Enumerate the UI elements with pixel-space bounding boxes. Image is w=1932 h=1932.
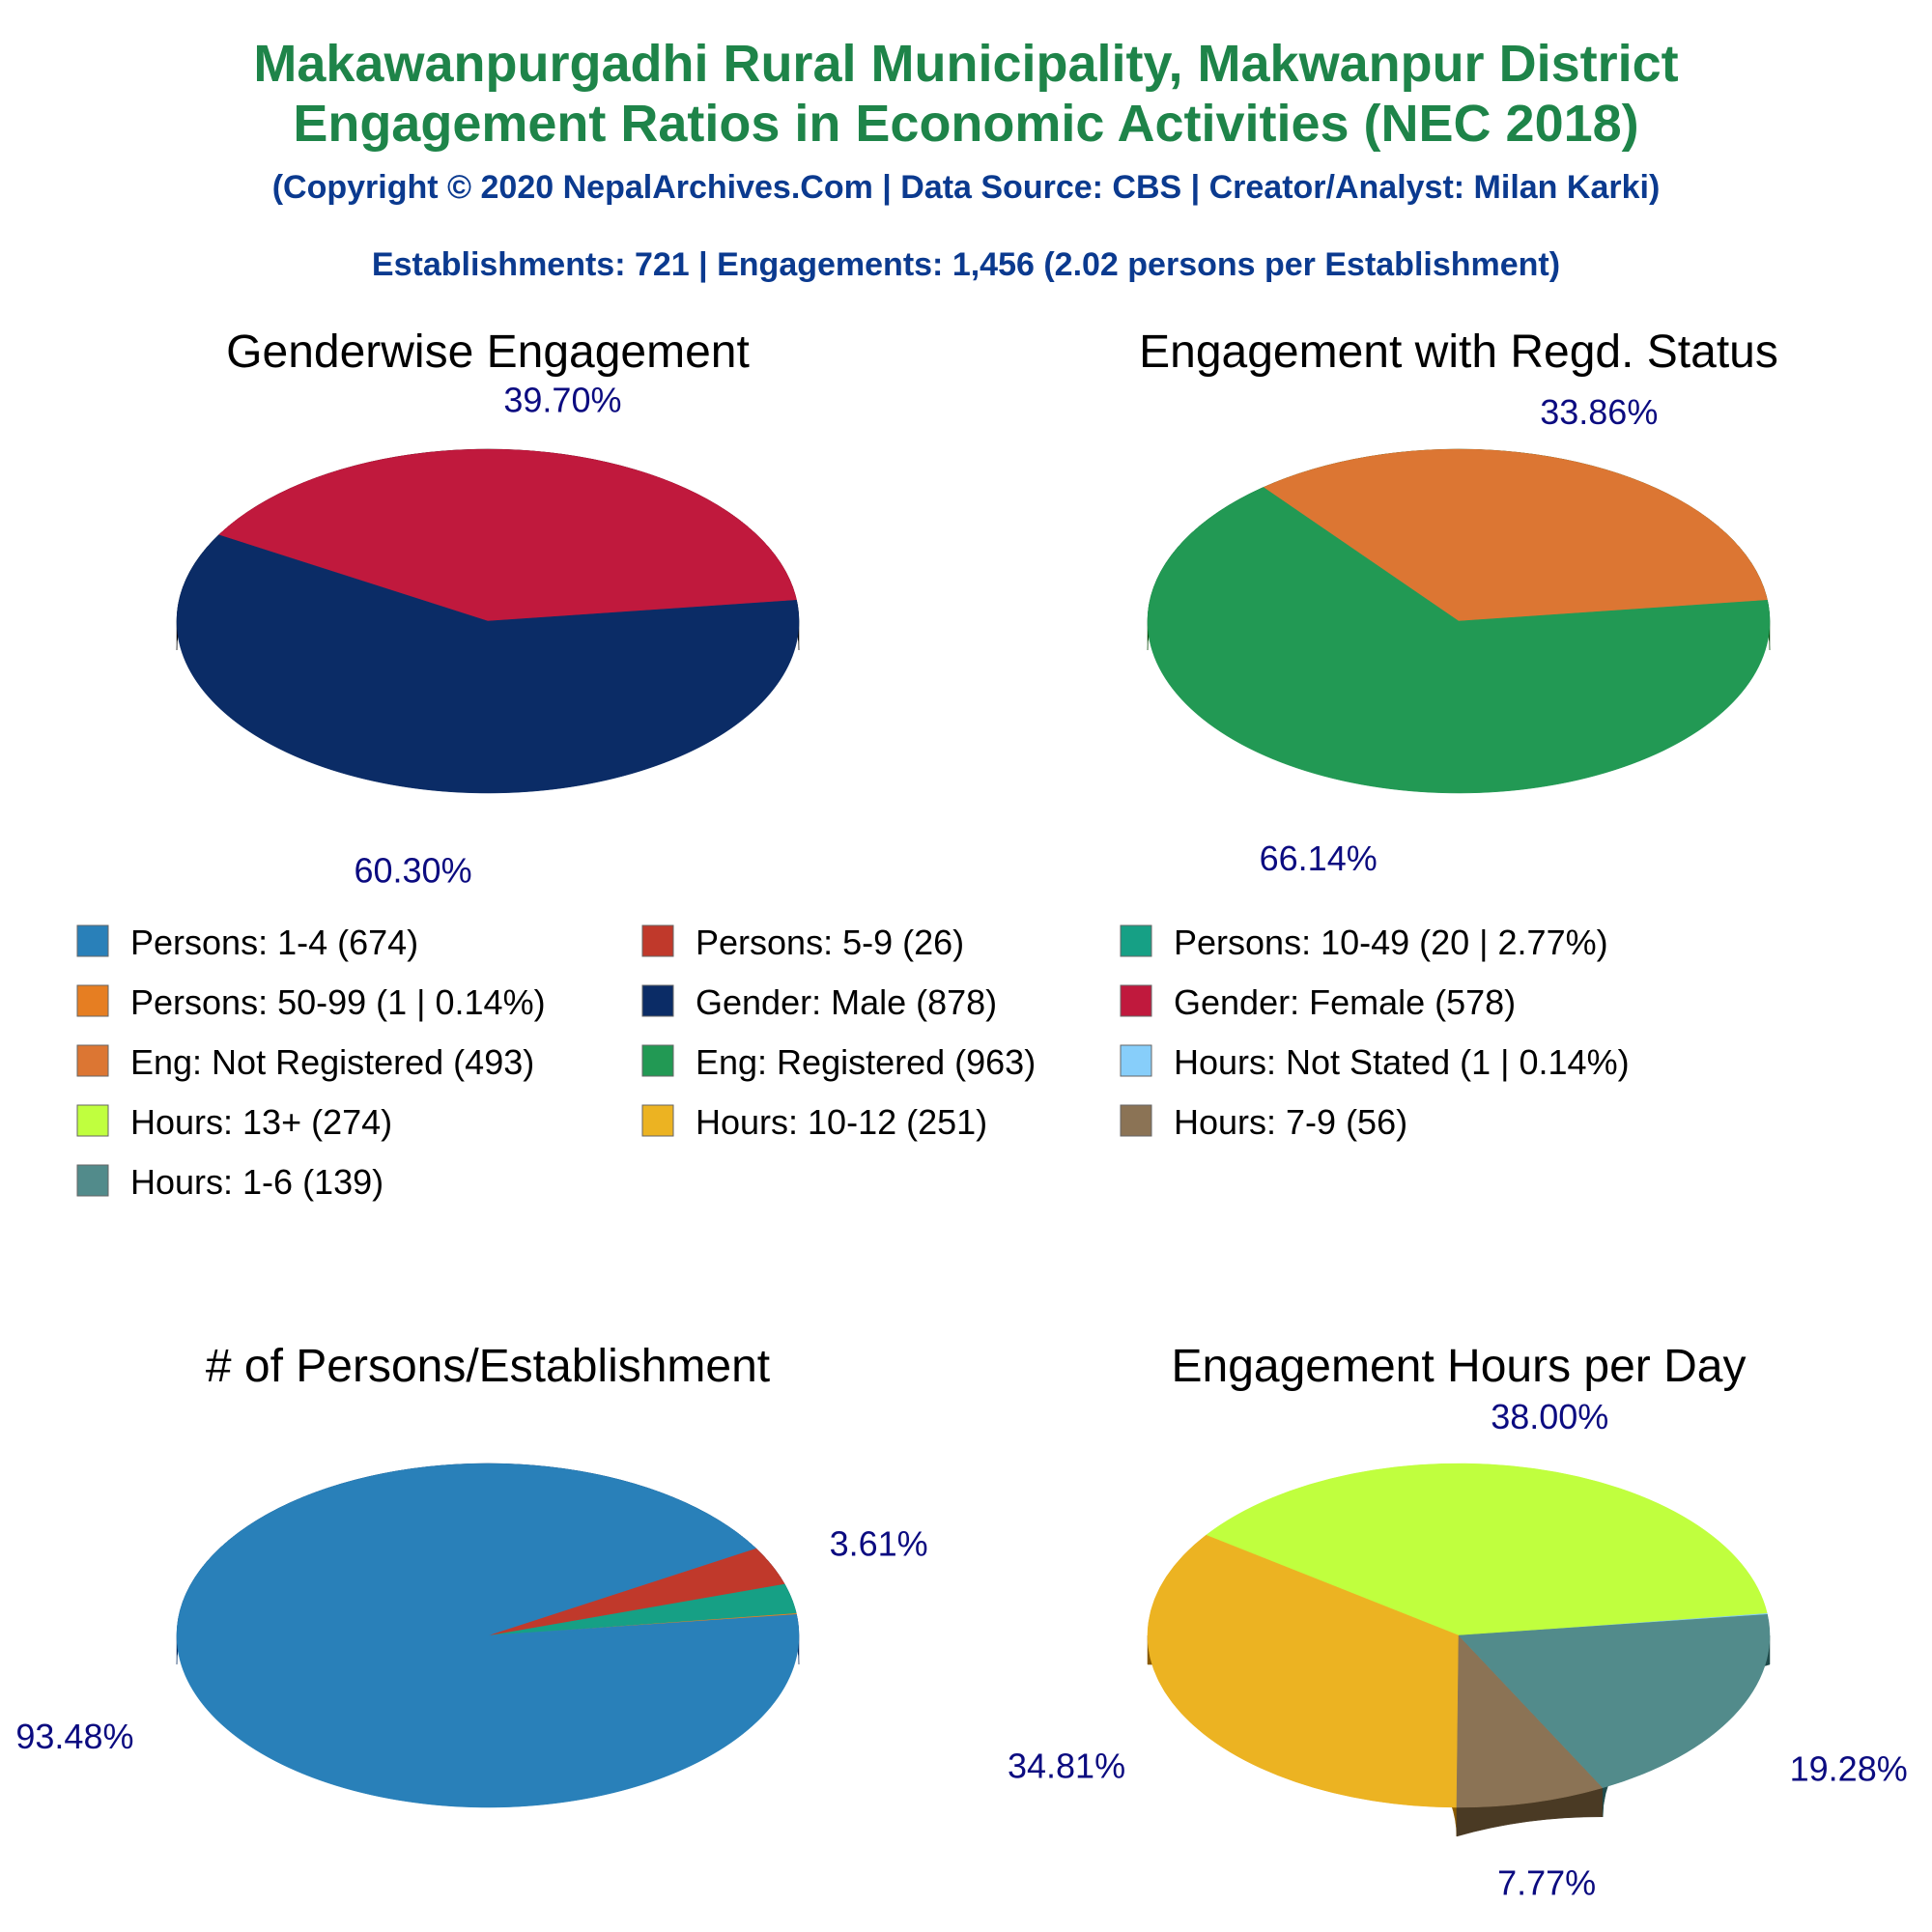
legend-swatch: [641, 924, 674, 957]
legend-swatch: [1120, 1044, 1152, 1077]
legend-item: Gender: Female (578): [1120, 982, 1516, 1022]
pie-slice-hours-10-12: [1147, 1534, 1460, 1808]
pie-title: Engagement Hours per Day: [1172, 1341, 1747, 1392]
pie-label-hours-1-6: 19.28%: [1790, 1748, 1908, 1788]
legend-item: Hours: 7-9 (56): [1120, 1102, 1407, 1142]
legend-item: Hours: 1-6 (139): [76, 1162, 384, 1202]
pie-title: Engagement with Regd. Status: [1139, 327, 1778, 378]
legend-item: Hours: 10-12 (251): [641, 1102, 987, 1142]
legend-item: Persons: 1-4 (674): [76, 923, 418, 962]
legend-item: Persons: 10-49 (20 | 2.77%): [1120, 923, 1608, 962]
legend-swatch: [76, 1104, 109, 1137]
legend-label: Persons: 10-49 (20 | 2.77%): [1174, 923, 1608, 962]
legend-label: Persons: 1-4 (674): [130, 923, 418, 962]
legend-label: Persons: 5-9 (26): [696, 923, 964, 962]
pie-label-gender-male: 60.30%: [354, 850, 471, 890]
pie-label-eng-registered: 66.14%: [1260, 838, 1378, 878]
pie-slice-eng-registered: [1147, 487, 1771, 794]
legend-label: Eng: Not Registered (493): [130, 1042, 534, 1082]
legend-label: Hours: 7-9 (56): [1174, 1102, 1407, 1142]
pie-label-hours-7-9: 7.77%: [1497, 1862, 1596, 1902]
pie-chart-engagement-hours-per-day: Engagement Hours per Day 38.00% 34.81% 7.77…: [1008, 1341, 1908, 1902]
legend-item: Gender: Male (878): [641, 982, 997, 1022]
legend-item: Hours: 13+ (274): [76, 1102, 392, 1142]
pie-slice-gender-female: [217, 448, 797, 622]
pie-chart-engagement-with-regd-status: Engagement with Regd. Status 33.86% 66.14%: [1139, 327, 1778, 878]
legend-swatch: [641, 984, 674, 1017]
pie-label-hours-10-12: 34.81%: [1008, 1747, 1125, 1786]
legend-label: Gender: Female (578): [1174, 982, 1516, 1022]
legend-label: Hours: 10-12 (251): [696, 1102, 987, 1142]
pie-label-persons-5-9: 3.61%: [830, 1523, 928, 1563]
legend-swatch: [76, 924, 109, 957]
legend-label: Persons: 50-99 (1 | 0.14%): [130, 982, 546, 1022]
legend-item: Persons: 50-99 (1 | 0.14%): [76, 982, 546, 1022]
legend-item: Persons: 5-9 (26): [641, 923, 964, 962]
pie-label-eng-not-registered: 33.86%: [1540, 392, 1658, 432]
pie-slice-eng-not-registered: [1263, 448, 1768, 622]
legend-label: Hours: Not Stated (1 | 0.14%): [1174, 1042, 1630, 1082]
pie-title: Genderwise Engagement: [226, 327, 750, 378]
legend-swatch: [1120, 984, 1152, 1017]
legend-swatch: [641, 1044, 674, 1077]
legend-swatch: [76, 1164, 109, 1197]
pie-slice-gender-male: [176, 534, 800, 794]
pie-label-hours-13: 38.00%: [1491, 1397, 1608, 1436]
legend-label: Eng: Registered (963): [696, 1042, 1036, 1082]
legend-swatch: [1120, 924, 1152, 957]
copyright-line: (Copyright © 2020 NepalArchives.Com | Da…: [272, 169, 1661, 206]
pie-slice-persons-1-4: [176, 1463, 800, 1808]
pie-label-persons-1-4: 93.48%: [15, 1717, 133, 1756]
pie-label-gender-female: 39.70%: [503, 381, 621, 420]
pie-slice-hours-1-6: [1458, 1614, 1771, 1789]
legend-swatch: [76, 984, 109, 1017]
legend: Persons: 1-4 (674) Persons: 5-9 (26) Perso…: [76, 923, 1630, 1202]
summary-line: Establishments: 721 | Engagements: 1,456…: [372, 246, 1560, 283]
legend-label: Hours: 1-6 (139): [130, 1162, 384, 1202]
legend-item: Eng: Registered (963): [641, 1042, 1036, 1082]
legend-swatch: [1120, 1104, 1152, 1137]
pie-chart-of-persons-establishment: # of Persons/Establishment 3.61% 93.48%: [15, 1341, 928, 1808]
legend-swatch: [641, 1104, 674, 1137]
pie-slice-hours-13: [1205, 1463, 1768, 1636]
legend-item: Eng: Not Registered (493): [76, 1042, 534, 1082]
legend-label: Gender: Male (878): [696, 982, 997, 1022]
legend-swatch: [76, 1044, 109, 1077]
legend-item: Hours: Not Stated (1 | 0.14%): [1120, 1042, 1630, 1082]
main-title-line1: Makawanpurgadhi Rural Municipality, Makw…: [253, 35, 1678, 93]
pie-title: # of Persons/Establishment: [206, 1341, 770, 1392]
pie-slice-hours-7-9: [1456, 1634, 1604, 1808]
main-title-line2: Engagement Ratios in Economic Activities…: [293, 95, 1638, 153]
legend-label: Hours: 13+ (274): [130, 1102, 392, 1142]
